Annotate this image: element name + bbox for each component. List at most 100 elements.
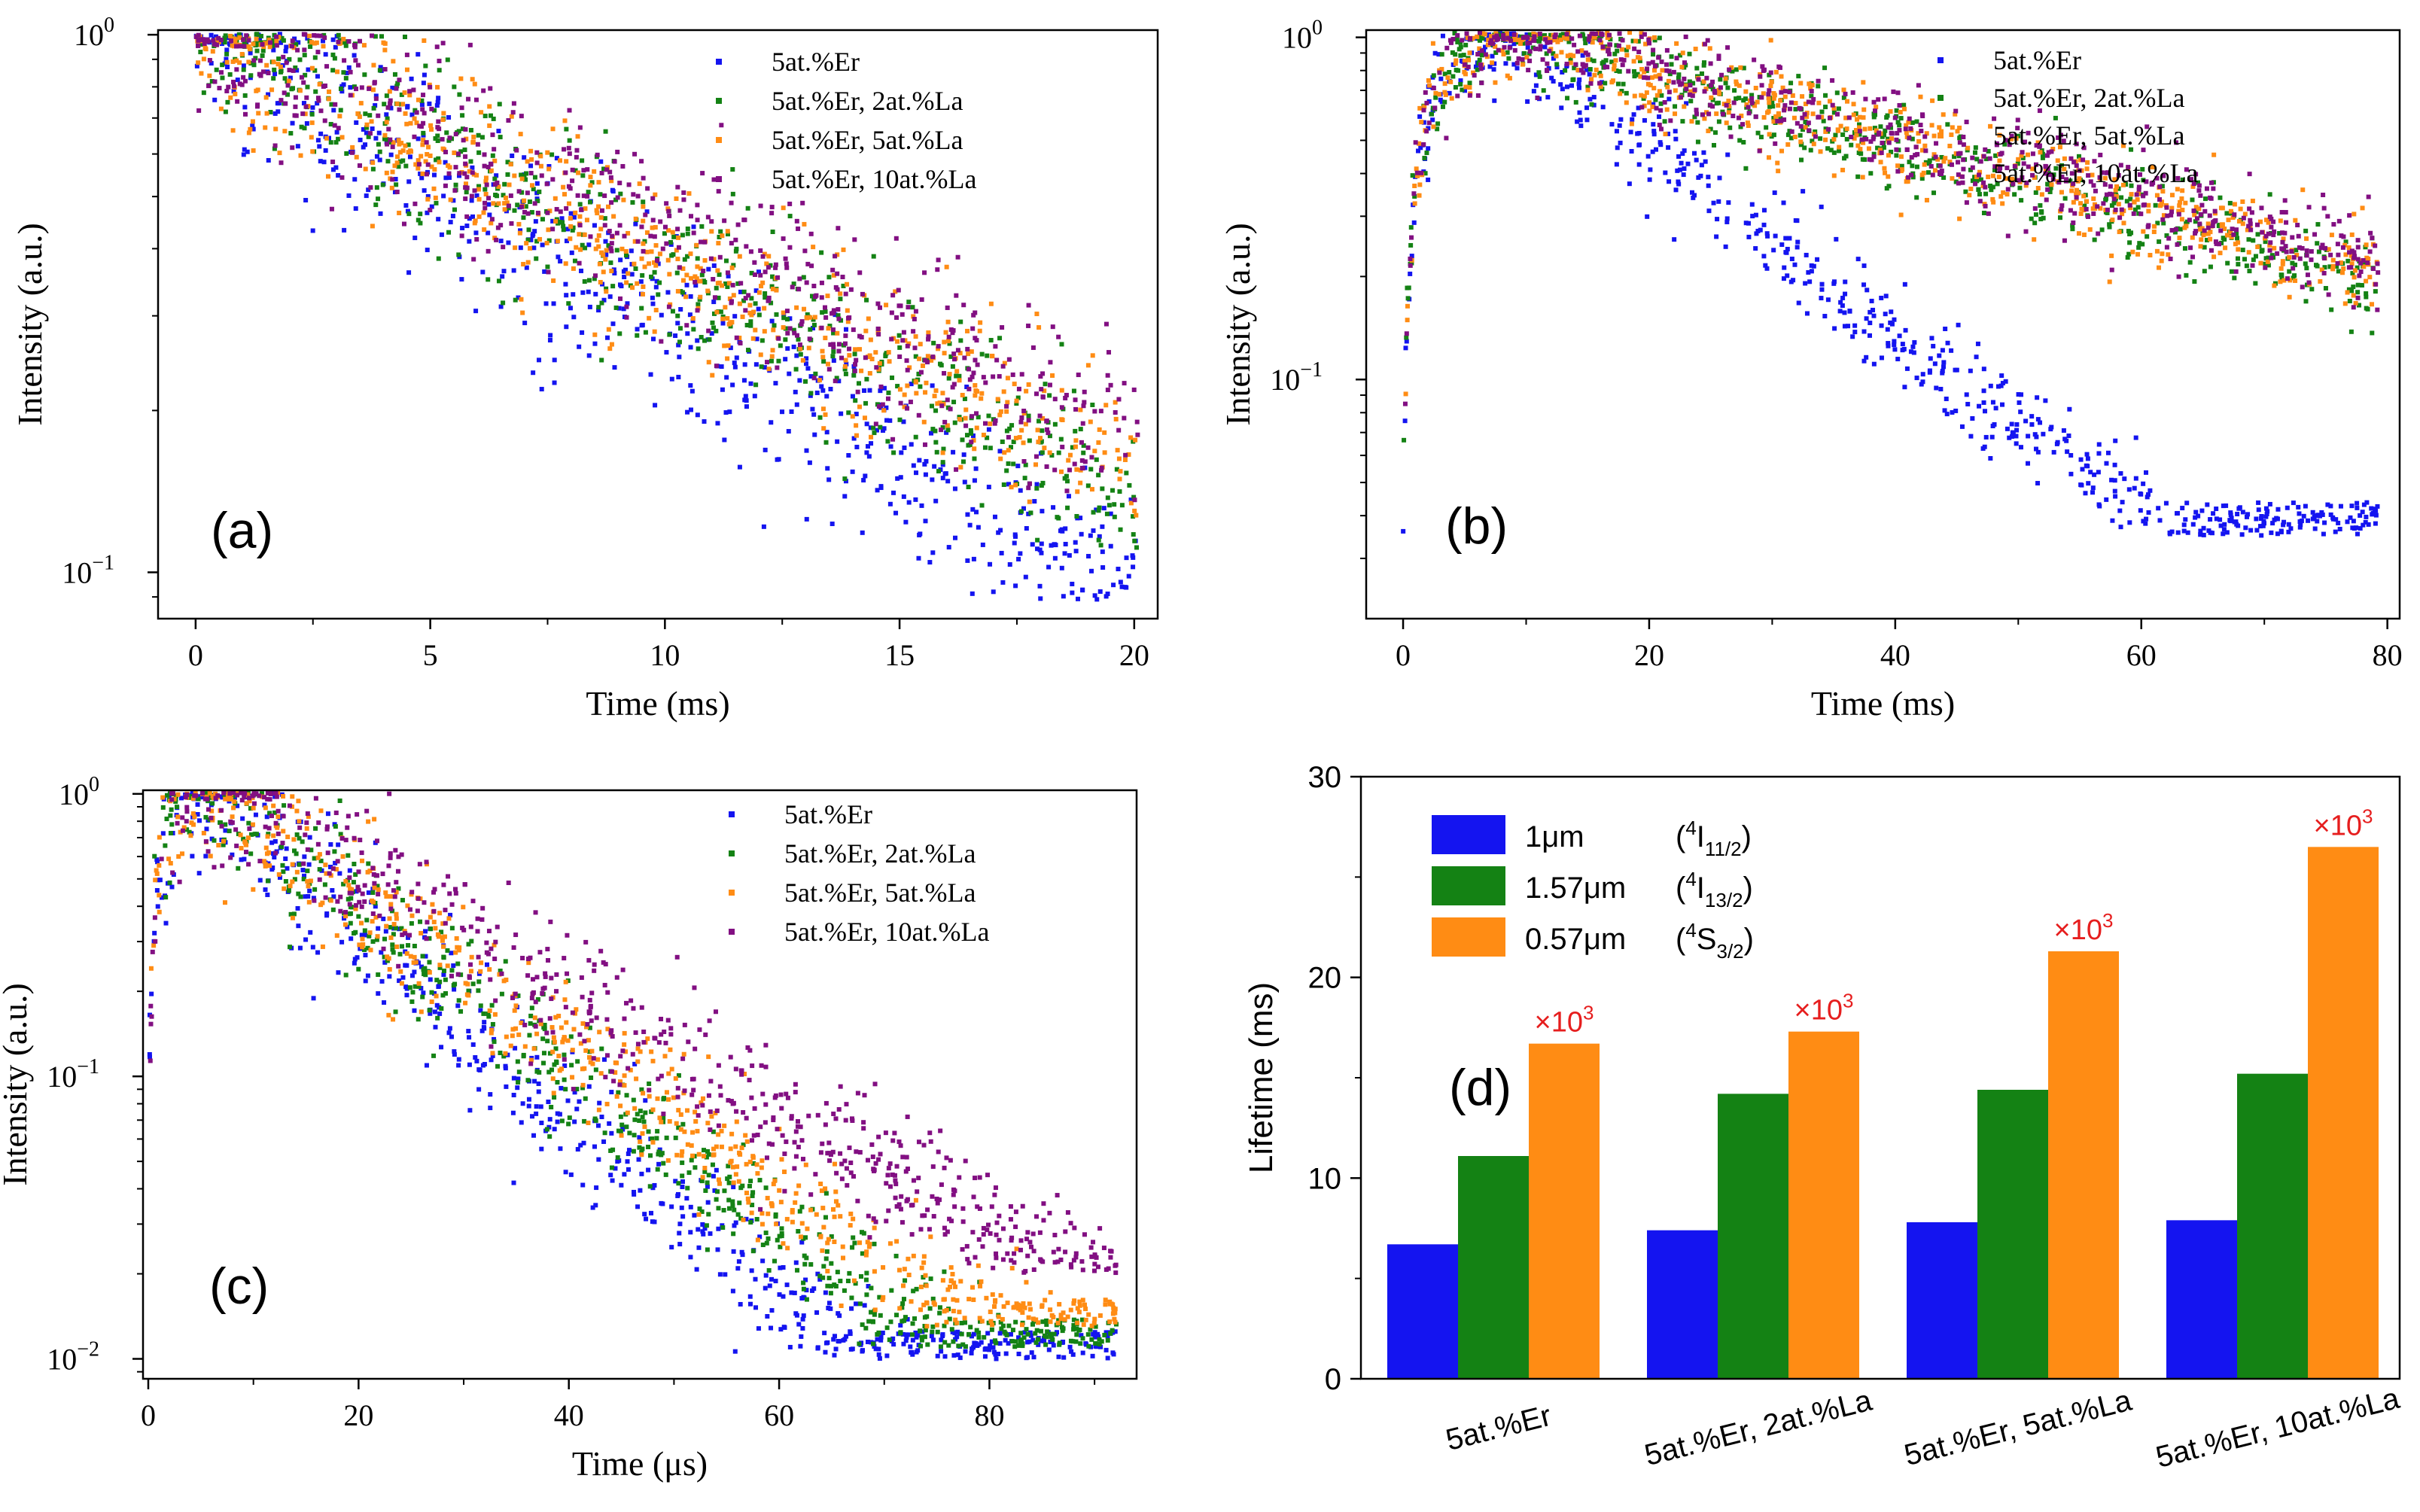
- series-1-point: [589, 180, 595, 185]
- series-3-point: [609, 241, 614, 246]
- series-0-point: [2083, 491, 2088, 496]
- series-1-point: [1085, 483, 1091, 488]
- series-2-point: [1919, 148, 1925, 153]
- series-3-point: [695, 202, 700, 208]
- series-0-point: [534, 190, 540, 196]
- series-1-point: [2164, 233, 2169, 238]
- series-0-point: [1052, 555, 1058, 561]
- x-tick-label: 0: [188, 638, 203, 672]
- series-1-point: [656, 292, 661, 297]
- series-0-point: [1094, 507, 1099, 513]
- series-2-point: [716, 241, 721, 246]
- series-3-point: [676, 245, 681, 250]
- series-2-point: [1723, 76, 1728, 81]
- series-0-point: [2120, 500, 2125, 505]
- series-3-point: [1050, 324, 1055, 330]
- series-0-point: [961, 452, 966, 458]
- series-3-point: [1067, 467, 1072, 473]
- series-3-point: [1727, 67, 1732, 72]
- series-2-point: [1823, 137, 1828, 142]
- series-0-point: [1869, 298, 1874, 303]
- series-0-point: [2224, 530, 2230, 535]
- series-3-point: [233, 44, 239, 49]
- series-2-point: [327, 89, 332, 94]
- series-3-point: [2194, 216, 2199, 221]
- series-0-point: [1940, 348, 1945, 353]
- series-0-point: [1578, 123, 1584, 129]
- series-3-point: [244, 33, 249, 38]
- series-1-point: [328, 140, 333, 145]
- series-3-point: [1782, 108, 1787, 113]
- series-2-point: [1649, 75, 1654, 81]
- series-0-point: [1746, 221, 1751, 226]
- series-3-point: [1413, 140, 1418, 145]
- series-0-point: [970, 433, 976, 438]
- series-3-point: [205, 39, 211, 44]
- series-3-point: [388, 137, 393, 142]
- series-3-point: [1507, 45, 1512, 50]
- series-0-point: [1487, 32, 1492, 38]
- series-2-point: [1792, 134, 1797, 139]
- series-0-point: [1618, 117, 1624, 122]
- series-1-point: [675, 313, 680, 318]
- series-3-point: [1998, 166, 2003, 171]
- series-3-point: [1505, 35, 1511, 41]
- series-3-point: [847, 346, 852, 351]
- series-2-point: [588, 183, 593, 188]
- series-3-point: [1616, 43, 1621, 48]
- series-2-point: [2112, 177, 2117, 182]
- series-0-point: [1885, 327, 1890, 332]
- series-0-point: [2035, 395, 2040, 400]
- series-0-point: [1911, 350, 1916, 355]
- series-2-point: [1454, 58, 1459, 63]
- series-3-point: [1645, 75, 1651, 81]
- series-2-point: [309, 120, 315, 126]
- series-0-point: [887, 501, 893, 507]
- series-1-point: [2160, 184, 2165, 189]
- series-0-point: [868, 425, 873, 430]
- series-3-point: [2020, 150, 2025, 155]
- series-0-point: [436, 217, 441, 222]
- series-3-point: [743, 296, 748, 301]
- series-2-point: [2345, 290, 2350, 295]
- series-0-point: [443, 175, 449, 181]
- series-2-point: [1644, 90, 1649, 96]
- series-3-point: [667, 213, 672, 218]
- series-2-point: [1818, 149, 1823, 154]
- series-3-point: [2358, 260, 2364, 266]
- series-3-point: [595, 152, 600, 157]
- series-1-point: [241, 67, 246, 72]
- series-0-point: [532, 229, 537, 234]
- series-1-point: [1026, 413, 1031, 418]
- series-0-point: [1026, 511, 1031, 516]
- y-tick-label: 100: [74, 14, 114, 52]
- series-1-point: [2355, 265, 2360, 270]
- series-3-point: [2250, 263, 2255, 268]
- series-1-point: [1597, 34, 1603, 39]
- series-2-point: [1810, 83, 1815, 88]
- series-3-point: [293, 104, 298, 109]
- series-0-point: [425, 210, 430, 215]
- series-2-point: [210, 49, 215, 54]
- series-3-point: [1718, 85, 1723, 90]
- series-3-point: [1916, 83, 1921, 88]
- series-0-point: [1804, 252, 1809, 257]
- series-1-point: [1831, 150, 1837, 155]
- series-0-point: [727, 409, 732, 415]
- series-0-point: [864, 450, 869, 455]
- series-3-point: [228, 38, 233, 44]
- series-3-point: [1478, 30, 1483, 35]
- series-2-point: [429, 126, 434, 132]
- series-2-point: [737, 254, 742, 259]
- series-1-point: [2263, 261, 2268, 266]
- series-3-point: [2071, 220, 2076, 225]
- series-3-point: [954, 293, 959, 298]
- series-1-point: [1708, 126, 1713, 132]
- series-2-point: [425, 151, 430, 157]
- series-0-point: [2285, 505, 2290, 510]
- series-3-point: [912, 345, 918, 351]
- series-1-point: [846, 410, 851, 415]
- series-2-point: [263, 41, 268, 46]
- series-2-point: [1005, 376, 1010, 381]
- series-2-point: [1102, 450, 1107, 455]
